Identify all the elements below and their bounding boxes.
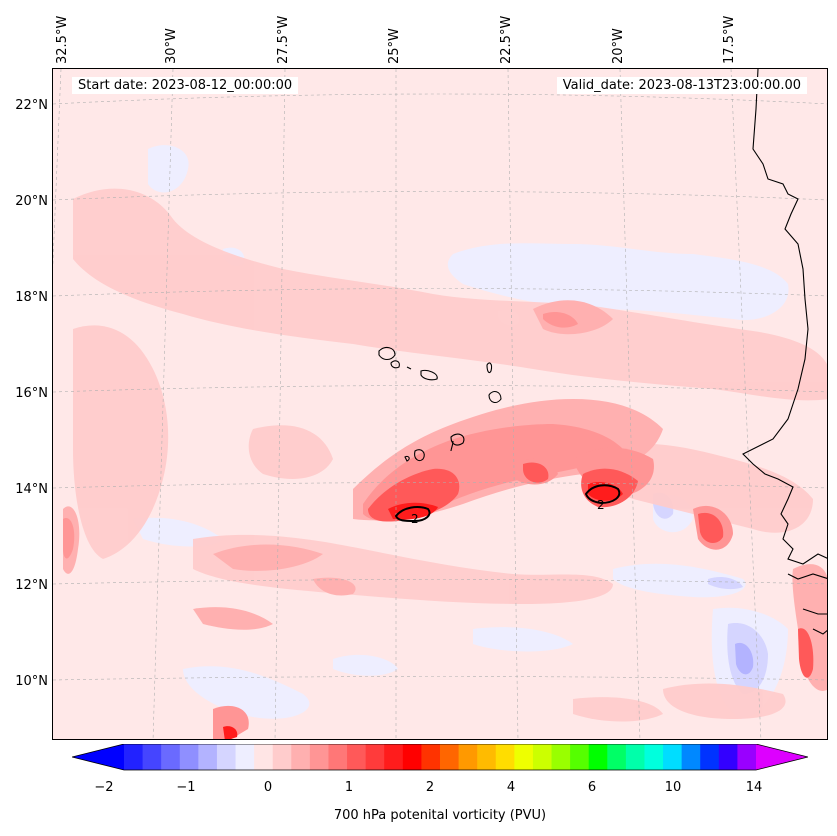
colorbar-tick-label: −2 bbox=[94, 780, 114, 795]
colorbar-tick-label: 6 bbox=[587, 780, 597, 795]
colorbar-segment bbox=[421, 744, 441, 770]
colorbar-segment bbox=[440, 744, 460, 770]
strongest-negative-pv-areas bbox=[735, 642, 754, 675]
lon-label-22-5w: 22.5°W bbox=[499, 15, 514, 64]
valid-date-label: Valid_date: 2023-08-13T23:00:00.00 bbox=[556, 77, 807, 94]
lat-label-22n: 22°N bbox=[15, 98, 48, 113]
colorbar-segment bbox=[254, 744, 274, 770]
colorbar-tick-label: 1 bbox=[344, 780, 354, 795]
lat-label-10n: 10°N bbox=[15, 674, 48, 689]
lon-label-20w: 20°W bbox=[611, 28, 626, 64]
colorbar-segment bbox=[402, 744, 422, 770]
colorbar-segment bbox=[625, 744, 645, 770]
colorbar-tick-label: 10 bbox=[664, 780, 682, 795]
map-panel: 2 2 Start date: 2023-08-12_00:00:00 Vali… bbox=[52, 68, 828, 740]
colorbar-segment bbox=[161, 744, 181, 770]
graticule bbox=[53, 69, 827, 739]
colorbar-segment bbox=[384, 744, 404, 770]
colorbar-segment bbox=[737, 744, 757, 770]
colorbar-extend-min bbox=[72, 744, 124, 770]
colorbar-tick-label: 14 bbox=[745, 780, 763, 795]
colorbar-segment bbox=[663, 744, 683, 770]
colorbar-segment bbox=[142, 744, 162, 770]
colorbar-segment bbox=[365, 744, 385, 770]
colorbar-segment bbox=[588, 744, 608, 770]
colorbar-segment bbox=[718, 744, 738, 770]
colorbar-segment bbox=[644, 744, 664, 770]
colorbar-segment bbox=[179, 744, 199, 770]
lat-label-18n: 18°N bbox=[15, 290, 48, 305]
colorbar-segment bbox=[514, 744, 534, 770]
lon-label-17-5w: 17.5°W bbox=[722, 15, 737, 64]
contour-label: 2 bbox=[411, 512, 419, 526]
colorbar-tick-label: 4 bbox=[506, 780, 516, 795]
pv-contour-2 bbox=[394, 484, 621, 523]
colorbar-segment bbox=[551, 744, 571, 770]
colorbar-segment bbox=[272, 744, 292, 770]
islands bbox=[378, 346, 502, 462]
colorbar-tick-label: 2 bbox=[425, 780, 435, 795]
colorbar-extend-max bbox=[756, 744, 808, 770]
contour-label: 2 bbox=[597, 498, 605, 512]
colorbar-tick-label: 0 bbox=[263, 780, 273, 795]
colorbar bbox=[72, 744, 808, 771]
lon-label-30w: 30°W bbox=[164, 28, 179, 64]
colorbar-segment bbox=[532, 744, 553, 770]
lat-label-16n: 16°N bbox=[15, 386, 48, 401]
lat-label-20n: 20°N bbox=[15, 194, 48, 209]
colorbar-segment bbox=[235, 744, 255, 770]
colorbar-segment bbox=[495, 744, 515, 770]
lat-label-12n: 12°N bbox=[15, 578, 48, 593]
pv-field-map: 2 2 bbox=[53, 69, 827, 739]
colorbar-segment bbox=[681, 744, 701, 770]
colorbar-tick-label: −1 bbox=[176, 780, 196, 795]
colorbar-segment bbox=[124, 744, 144, 770]
colorbar-outline bbox=[72, 744, 808, 771]
colorbar-segment bbox=[700, 744, 720, 770]
colorbar-segment bbox=[291, 744, 311, 770]
colorbar-segment bbox=[198, 744, 218, 770]
coastline bbox=[742, 69, 827, 635]
colorbar-segment bbox=[458, 744, 478, 770]
colorbar-title: 700 hPa potenital vorticity (PVU) bbox=[333, 808, 547, 823]
colorbar-segment bbox=[477, 744, 497, 770]
lat-label-14n: 14°N bbox=[15, 482, 48, 497]
lon-label-25w: 25°W bbox=[387, 28, 402, 64]
lon-label-32-5w: 32.5°W bbox=[55, 15, 70, 64]
colorbar-segment bbox=[309, 744, 329, 770]
colorbar-segment bbox=[216, 744, 237, 770]
colorbar-segment bbox=[347, 744, 367, 770]
lon-label-27-5w: 27.5°W bbox=[276, 15, 291, 64]
start-date-label: Start date: 2023-08-12_00:00:00 bbox=[72, 77, 299, 94]
colorbar-segment bbox=[328, 744, 348, 770]
colorbar-segment bbox=[607, 744, 627, 770]
colorbar-segment bbox=[570, 744, 590, 770]
negative-pv-areas bbox=[133, 145, 789, 719]
